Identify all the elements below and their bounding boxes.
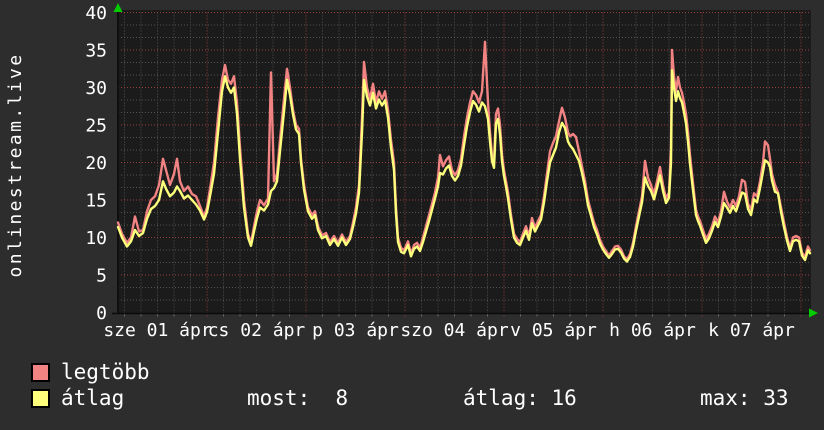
x-axis-label: cs 02 ápr [208,320,306,341]
x-axis-label: h 06 ápr [609,320,696,341]
x-axis-label: p 03 ápr [312,320,399,341]
stat-most: most: 8 [247,386,349,410]
legend-row-atlag: átlag [31,386,125,410]
y-axis-label: 5 [96,266,107,287]
y-axis-labels: 0 5 10 15 20 25 30 35 40 [85,3,107,324]
x-axis-label: sze 01 ápr [103,320,212,341]
legend-label-atlag: átlag [61,386,125,410]
axes [112,3,818,318]
gridlines-major [118,12,810,317]
x-axis-label: szo 04 ápr [400,320,509,341]
y-axis-label: 15 [85,191,107,212]
legend-swatch-legtobb [31,362,50,382]
y-axis-label: 20 [85,153,107,174]
legend-label-legtobb: legtöbb [61,360,150,384]
legend-swatch-atlag [31,388,50,408]
data-series [116,40,812,263]
y-axis-arrow-icon [113,3,123,12]
stat-atlag: átlag: 16 [463,386,577,410]
y-axis-label: 25 [85,116,107,137]
x-axis-label: k 07 ápr [708,320,795,341]
y-axis-label: 30 [85,78,107,99]
y-axis-label: 40 [85,3,107,24]
y-axis-label: 0 [96,303,107,324]
y-axis-label: 35 [85,41,107,62]
x-axis-label: v 05 ápr [510,320,597,341]
x-axis-arrow-icon [809,308,818,318]
y-axis-label: 10 [85,228,107,249]
stat-max: max: 33 [700,386,789,410]
series-line-atlag [116,69,812,263]
legend-row-legtobb: legtöbb [31,360,150,384]
